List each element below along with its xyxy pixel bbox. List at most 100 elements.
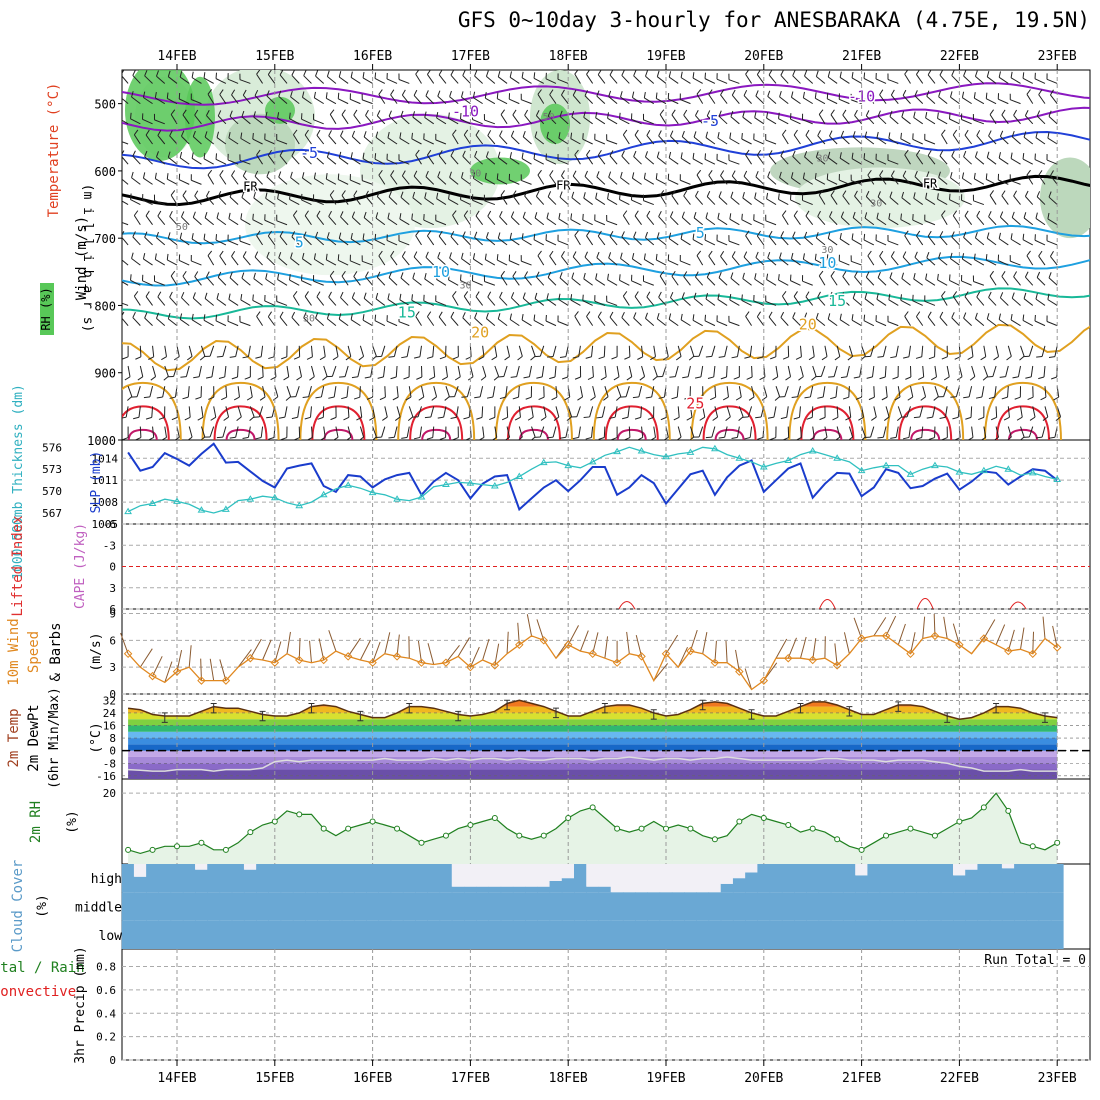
wind-barb-staff [549,94,557,104]
wind-barb [533,72,544,84]
wind-barb [645,386,655,399]
wind-barb [693,345,704,357]
wind-barb-staff [799,426,802,438]
wind-barb-staff [724,426,728,438]
wind-barb-flag [497,151,501,158]
wind-barb-staff [423,138,434,145]
wind-barb [590,386,596,401]
wind-barb-staff [574,235,581,246]
wind-barb [254,170,263,185]
slp-tick-label: 1008 [92,496,119,509]
cloud-bar-low [537,920,551,949]
wind-barb [210,406,217,421]
wind-barb [652,365,658,381]
wind-barb-flag [1024,271,1029,278]
warm-isotherm-dome [800,405,855,440]
wind-barb [1048,191,1058,205]
wind-barb [227,73,239,84]
wind-barb-staff [704,320,716,327]
wind-barb-flag [436,192,439,199]
wind-barb [194,271,202,286]
wind-barb-staff [450,155,459,165]
wind-barb [438,150,447,165]
wind-barb-staff [466,386,471,397]
wind-barb-staff [696,93,704,104]
wind-barb [180,130,190,145]
wind-barb-staff [951,155,960,165]
wind-barb [1036,110,1046,125]
wind-barb-flag [696,169,702,176]
wind-barb-flag [313,91,316,98]
wind-barb [338,313,349,327]
wind-barb-flag [854,190,858,197]
wind-barb-staff [973,200,985,206]
wind-barb [902,89,911,104]
rh-2m-marker [394,825,401,832]
wind-barb-flag [377,376,384,379]
wind-barb-staff [582,300,593,306]
wind-barb [279,230,288,246]
wind-barb [239,235,251,246]
wind-barb-flag [598,356,605,360]
wind-barb-staff [518,426,523,438]
wind-barb-staff [359,345,365,357]
wind-barb-flag [597,70,602,75]
wind-barb [731,251,740,266]
wind-barb-flag [1022,72,1025,79]
wind-barb-staff [130,279,141,286]
wind-barb-flag [375,292,379,299]
wind-10m-barb [635,634,643,657]
wind-barb-flag [559,272,563,279]
wind-barb [545,234,557,246]
wind-barb-flag [438,230,443,237]
wind-barb-flag [748,396,755,401]
wind-barb-staff [292,215,300,225]
wind-barb-staff [741,219,752,226]
wind-barb-flag [766,112,769,119]
wind-barb [378,169,386,185]
wind-barb [622,291,630,306]
cloud-bar-middle [1001,892,1015,921]
lifted-index-axis-label: Lifted Index [10,515,26,616]
wind-barb-flag [122,311,125,317]
wind-barb [879,89,887,104]
wind-barb [802,253,813,266]
wind-barb-flag [547,110,552,117]
wind-barb [793,129,801,145]
wind-barb-staff [168,76,178,84]
wind-10m-barb [995,624,1006,645]
wind-barb-staff [827,179,838,185]
wind-barb-flag [839,313,842,320]
wind-barb [401,170,410,185]
wind-barb-staff [557,78,569,84]
wind-barb-flag [425,251,429,258]
wind-barb-staff [425,256,435,266]
wind-barb-staff [949,280,960,286]
wind-barb-staff [863,320,875,327]
wind-barb-flag [132,150,136,157]
rh-2m-marker [638,825,645,832]
wind-barb-staff [632,177,642,185]
wind-barb-flag [792,70,796,76]
wind-barb-staff [462,236,471,246]
wind-barb-flag [879,89,884,96]
wind-barb-flag [986,70,990,77]
wind-barb [1001,109,1009,125]
wind-barb [153,194,165,206]
wind-barb-flag [827,232,831,239]
wind-barb [731,89,740,104]
wind-barb [852,292,862,306]
wind-barb-staff [683,114,691,125]
cloud-bar-high [305,864,318,893]
wind-barb-flag [559,191,563,198]
wind-barb [253,406,264,418]
wind-barb-flag [500,190,505,196]
wind-barb-staff [968,386,973,398]
wind-barb [277,192,288,205]
wind-barb-flag [574,70,579,75]
wind-barb [414,345,422,359]
wind-barb-flag [436,273,439,280]
wind-barb-staff [989,114,997,125]
wind-barb [973,172,985,185]
wind-barb-staff [916,235,924,246]
